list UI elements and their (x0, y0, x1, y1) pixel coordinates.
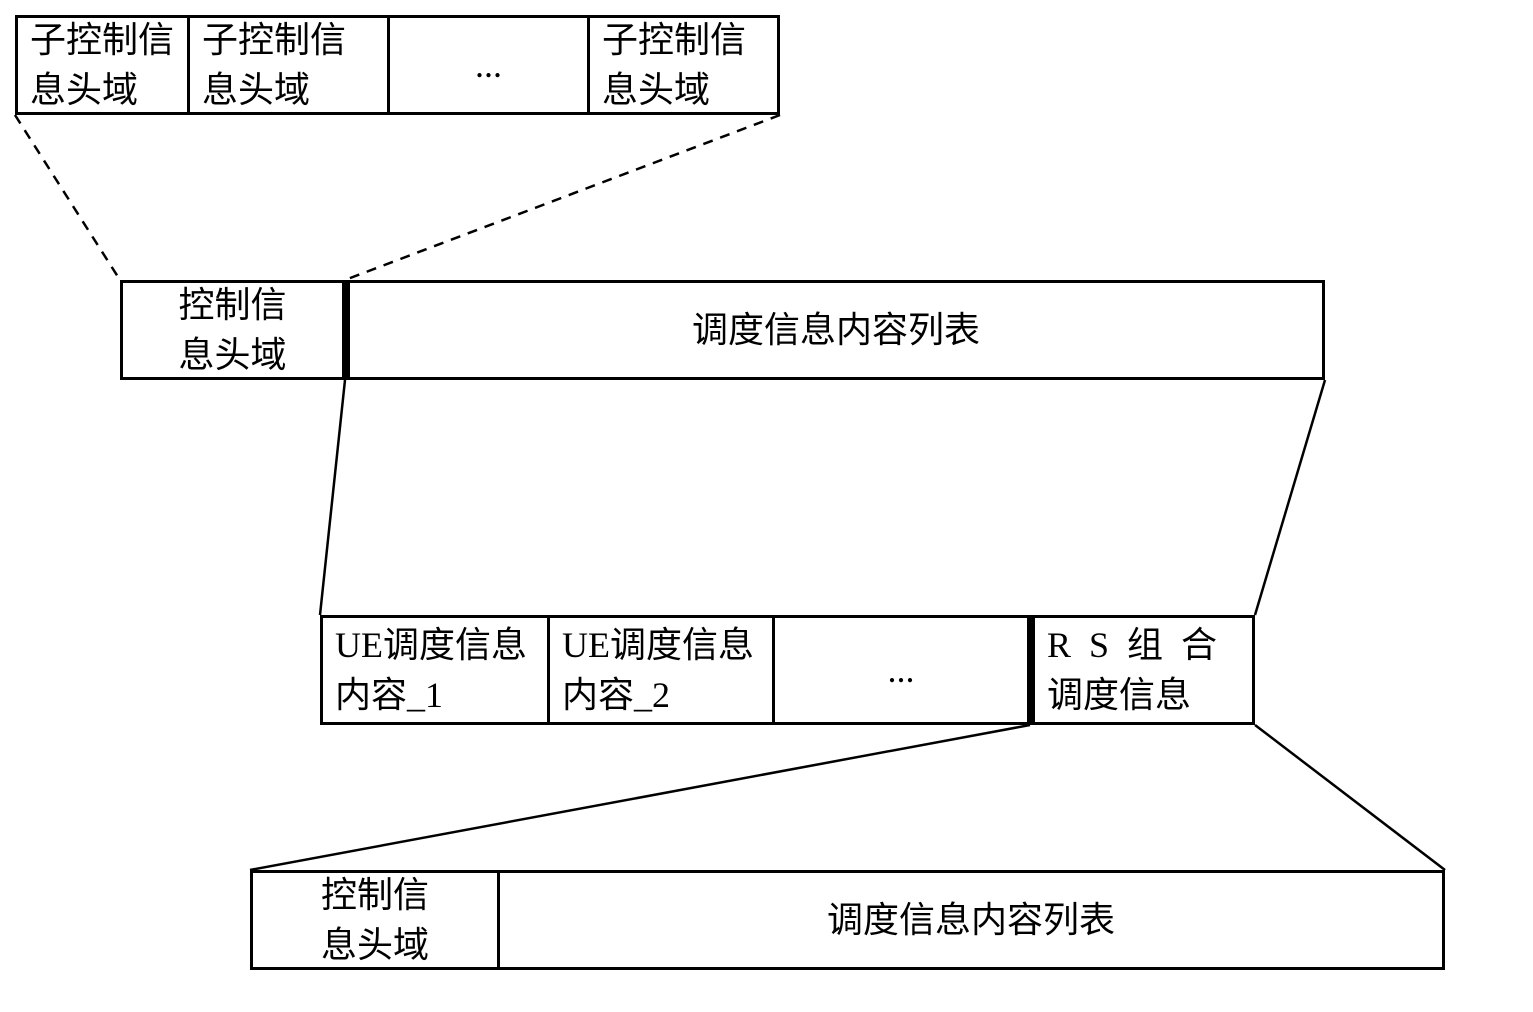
row3-cell-0: UE调度信息 内容_1 (320, 615, 550, 725)
ue-schedule-info-row: UE调度信息 内容_1UE调度信息 内容_2...R S 组 合 调度信息 (320, 615, 1255, 725)
row3-cell-3: R S 组 合 调度信息 (1030, 615, 1255, 725)
row1-cell-3: 子控制信 息头域 (590, 15, 780, 115)
connector-line-5 (1255, 725, 1445, 870)
row2-cell-0: 控制信 息头域 (120, 280, 345, 380)
control-header-schedule-row: 控制信 息头域调度信息内容列表 (120, 280, 1325, 380)
connector-line-1 (345, 115, 780, 280)
row1-cell-2: ... (390, 15, 590, 115)
row3-cell-1: UE调度信息 内容_2 (550, 615, 775, 725)
row1-cell-1: 子控制信 息头域 (190, 15, 390, 115)
sub-header-fields-row: 子控制信 息头域子控制信 息头域...子控制信 息头域 (15, 15, 780, 115)
row4-cell-0: 控制信 息头域 (250, 870, 500, 970)
connector-lines (0, 0, 1533, 1012)
connector-line-3 (1255, 380, 1325, 615)
row2-cell-1: 调度信息内容列表 (345, 280, 1325, 380)
row1-cell-0: 子控制信 息头域 (15, 15, 190, 115)
connector-line-4 (250, 725, 1030, 870)
control-header-schedule-row-2: 控制信 息头域调度信息内容列表 (250, 870, 1445, 970)
connector-line-0 (15, 115, 120, 280)
row3-cell-2: ... (775, 615, 1030, 725)
connector-line-2 (320, 380, 345, 615)
row4-cell-1: 调度信息内容列表 (500, 870, 1445, 970)
